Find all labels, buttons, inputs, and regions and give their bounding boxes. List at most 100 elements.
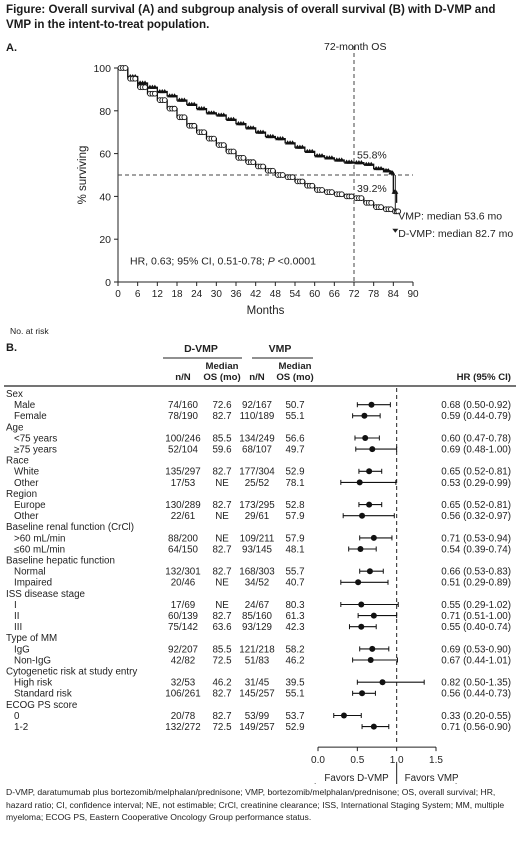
hr-point	[370, 534, 377, 541]
censor-mark-dvmp	[378, 165, 384, 171]
favors-vmp-label: Favors VMP	[405, 773, 459, 784]
censor-mark-dvmp	[368, 161, 374, 166]
vmp-events: 121/218	[239, 644, 275, 655]
vmp-events: 145/257	[239, 689, 274, 700]
vmp-events: 29/61	[245, 511, 270, 522]
favors-dvmp-label: Favors D-VMP	[324, 773, 389, 784]
hr-ci-value: 0.71 (0.51-1.00)	[441, 611, 511, 622]
x-tick-label: 90	[407, 289, 419, 300]
forest-x-tick-label: 0.5	[350, 755, 364, 766]
censor-mark-vmp	[142, 84, 148, 91]
x-tick-label: 36	[230, 289, 242, 300]
dvmp-events: 132/272	[165, 722, 200, 733]
dvmp-median-os: NE	[215, 511, 229, 522]
dvmp-events: 17/69	[171, 600, 196, 611]
vmp-median-os: 42.3	[285, 622, 305, 633]
dvmp-events: 17/53	[171, 478, 196, 489]
dvmp-events: 130/289	[165, 500, 200, 511]
subgroup-label: I	[14, 600, 17, 611]
hr-point	[357, 546, 364, 552]
subgroup-label: II	[14, 611, 19, 622]
censor-mark-vmp	[368, 199, 375, 206]
hr-ci-value: 0.71 (0.53-0.94)	[441, 533, 511, 544]
vmp-median-os: 46.2	[285, 655, 304, 666]
overall-survival-chart: 0 20 40 60 80 100 0 6 12 18 24 30 36 42 48 54 60 66 72 78 84…	[10, 41, 513, 336]
hr-point	[367, 657, 374, 663]
hr-ci-value: 0.69 (0.48-1.00)	[441, 445, 511, 456]
hr-point	[355, 579, 362, 586]
vmp-median-os: 53.7	[285, 711, 304, 722]
censor-mark-dvmp	[358, 159, 364, 165]
hr-ci-value: 0.59 (0.44-0.79)	[441, 411, 511, 422]
hr-point	[379, 679, 386, 686]
dvmp-events: 52/104	[168, 445, 199, 456]
subgroup-label: 1-2	[14, 722, 28, 733]
hr-ci-value: 0.55 (0.29-1.02)	[441, 600, 511, 611]
subgroup-label: Standard risk	[14, 689, 72, 700]
vmp-median-os: 56.6	[285, 433, 305, 444]
vmp-events: 93/145	[242, 544, 273, 555]
subgroup-label: ≤60 mL/min	[14, 544, 65, 555]
vmp-events: 134/249	[239, 433, 274, 444]
hr-ci-value: 0.51 (0.29-0.89)	[441, 578, 511, 589]
col-header-os-mo: OS (mo)	[203, 372, 240, 383]
x-tick-label: 78	[368, 289, 380, 300]
dvmp-arm-header: D-VMP	[184, 343, 218, 355]
dvmp-events: 100/246	[165, 433, 201, 444]
censor-mark-vmp	[279, 172, 286, 178]
hr-point	[366, 468, 373, 475]
subgroup-header: ISS disease stage	[6, 589, 86, 600]
x-tick-label: 54	[289, 289, 301, 300]
hr-ci-value: 0.55 (0.40-0.74)	[441, 622, 511, 633]
x-tick-label: 66	[329, 289, 341, 300]
censor-mark-vmp	[299, 178, 306, 185]
hr-point	[368, 401, 375, 408]
vmp-median-os: 40.7	[285, 578, 304, 589]
censor-mark-vmp	[309, 182, 316, 189]
censor-mark-dvmp	[329, 155, 335, 160]
vmp-events: 53/99	[245, 711, 270, 722]
dvmp-median-os: 72.6	[212, 400, 232, 411]
subgroup-header: Cytogenetic risk at study entry	[6, 667, 137, 678]
censor-mark-vmp	[319, 187, 325, 193]
subgroup-label: Male	[14, 400, 36, 411]
censor-mark-vmp	[338, 191, 345, 198]
vmp-events: 25/52	[245, 478, 270, 489]
censor-mark-dvmp	[162, 88, 168, 94]
vmp-events: 85/160	[242, 611, 273, 622]
y-tick-label: 20	[99, 234, 111, 246]
subgroup-header: Baseline hepatic function	[6, 556, 115, 567]
x-tick-label: 0	[115, 289, 121, 300]
dvmp-median-os: 85.5	[212, 433, 232, 444]
hr-ci-value: 0.82 (0.50-1.35)	[441, 678, 511, 689]
vmp-events: 51/83	[245, 655, 270, 666]
vmp-events: 24/67	[245, 600, 270, 611]
figure-title: Figure: Overall survival (A) and subgrou…	[6, 3, 496, 31]
subgroup-label: IgG	[14, 644, 30, 655]
censor-mark-vmp	[270, 167, 276, 174]
hr-point	[356, 479, 363, 486]
y-tick-label: 40	[99, 191, 111, 203]
censor-mark-vmp	[230, 148, 237, 155]
hr-ci-value: 0.65 (0.52-0.81)	[441, 467, 511, 478]
dvmp-median-os: 59.6	[212, 445, 232, 456]
censor-mark-vmp	[181, 114, 188, 121]
x-tick-label: 6	[135, 289, 141, 300]
vmp-median-os: 55.1	[285, 689, 304, 700]
dvmp-events: 22/61	[171, 511, 196, 522]
censor-mark-dvmp	[201, 106, 207, 111]
censor-mark-dvmp	[240, 121, 246, 126]
vmp-median-os: 50.7	[285, 400, 304, 411]
censor-mark-dvmp	[319, 153, 325, 158]
dvmp-median-label: D-VMP: median 82.7 mo	[398, 228, 513, 240]
vmp-events: 109/211	[240, 533, 275, 544]
subgroup-label: Other	[14, 511, 39, 522]
censor-mark-dvmp	[385, 168, 392, 173]
dvmp-median-os: 82.7	[212, 611, 231, 622]
vmp-events: 68/107	[242, 445, 272, 456]
vmp-median-os: 52.9	[285, 722, 304, 733]
panel-a-label: A.	[6, 42, 17, 54]
vmp-median-os: 39.5	[285, 678, 305, 689]
x-axis-label: Months	[247, 305, 285, 317]
hr-point	[359, 690, 366, 697]
